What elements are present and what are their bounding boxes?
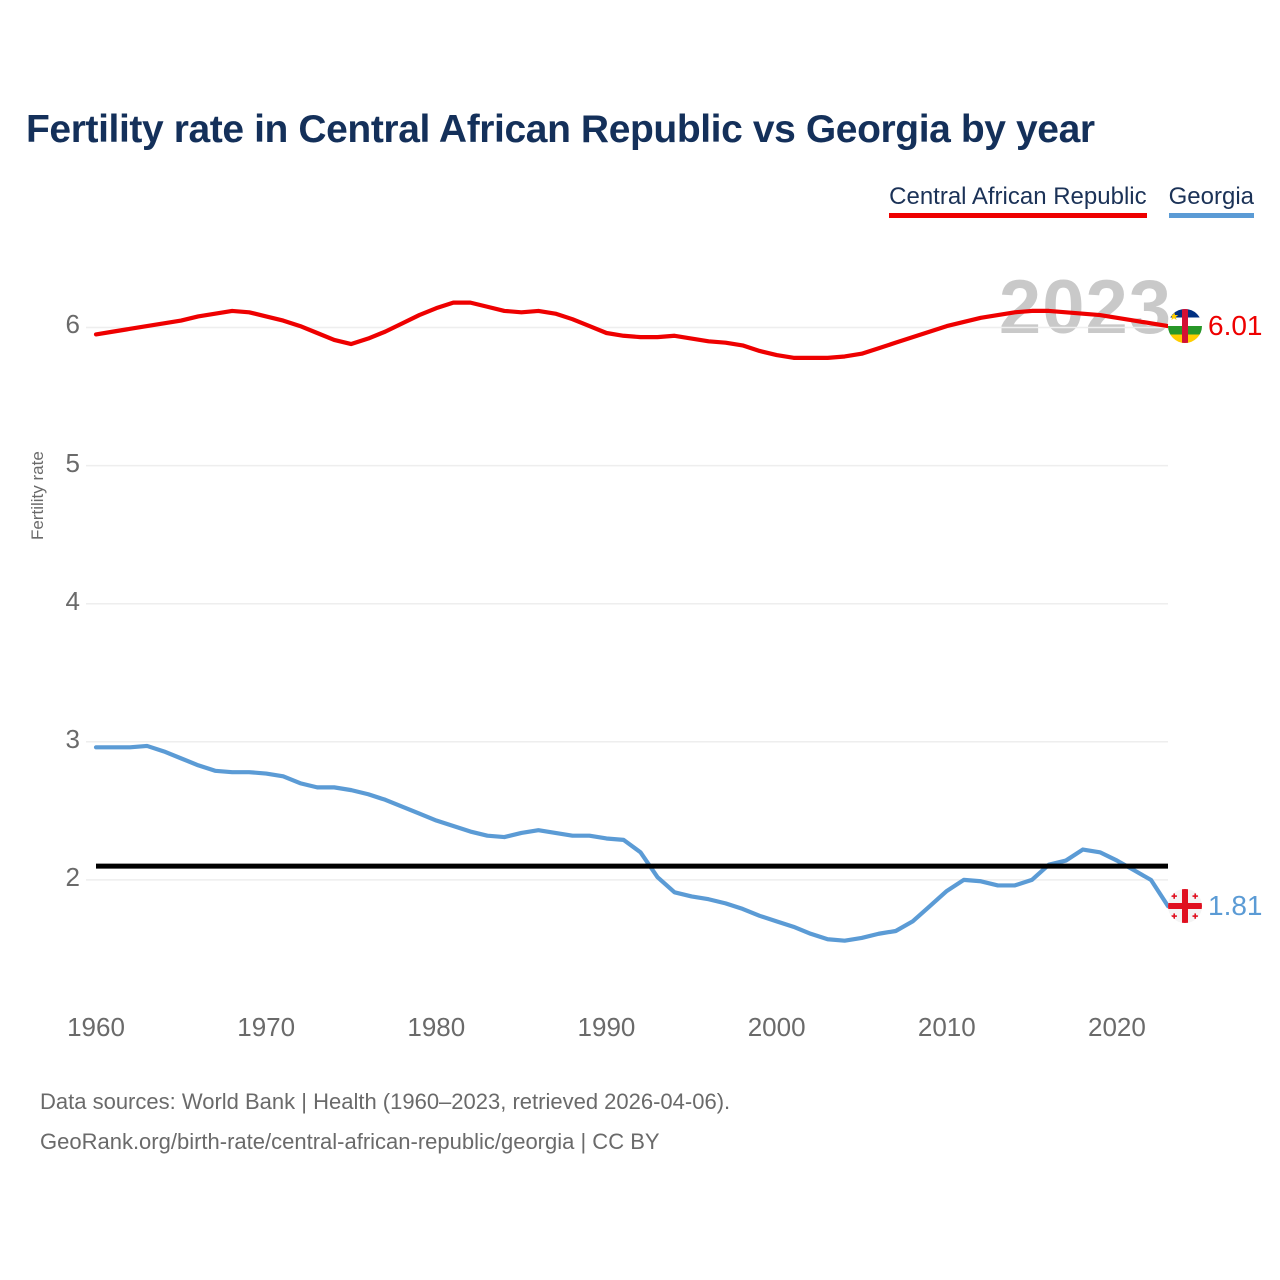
x-axis-tick-label: 1980 (407, 1012, 466, 1042)
legend-rule-georgia (1168, 213, 1254, 218)
georgia-flag (1168, 889, 1202, 924)
central-african-republic-flag (1168, 309, 1202, 344)
y-axis-tick-label: 3 (65, 723, 80, 754)
x-axis-tick-label: 1970 (237, 1012, 296, 1042)
footer-line-attribution: GeoRank.org/birth-rate/central-african-r… (40, 1129, 660, 1154)
x-axis-tick-label: 2020 (1088, 1012, 1146, 1042)
georgia-endpoint-value: 1.81 (1208, 890, 1263, 922)
x-axis-tick-label: 1960 (67, 1012, 125, 1042)
gridlines (86, 326, 1168, 881)
legend-item-georgia[interactable]: Georgia (1168, 183, 1254, 218)
x-axis-tick-label: 1990 (577, 1012, 636, 1042)
footer: Data sources: World Bank | Health (1960–… (40, 1082, 730, 1162)
x-axis-tick-label: 2010 (917, 1012, 976, 1042)
chart-legend: Central African Republic Georgia (889, 183, 1254, 218)
x-axis-tick-label: 2000 (747, 1012, 806, 1042)
y-axis-tick-label: 6 (65, 309, 80, 340)
car-endpoint-value: 6.01 (1208, 310, 1263, 342)
footer-line-sources: Data sources: World Bank | Health (1960–… (40, 1089, 731, 1114)
legend-label-georgia: Georgia (1168, 183, 1254, 210)
series-line-central-african-republic (93, 300, 1171, 360)
car-endpoint: 6.01 (1168, 309, 1263, 344)
series-line-georgia (93, 743, 1171, 943)
chart-plot-area (86, 300, 1171, 943)
legend-label-central-african-republic: Central African Republic (889, 183, 1147, 210)
legend-item-central-african-republic[interactable]: Central African Republic (889, 183, 1147, 218)
y-axis-tick-label: 4 (65, 585, 80, 616)
y-axis-tick-label: 2 (65, 861, 80, 892)
y-axis-tick-label: 5 (65, 447, 80, 478)
page-title: Fertility rate in Central African Republ… (26, 108, 1095, 151)
legend-rule-central-african-republic (889, 213, 1147, 218)
georgia-endpoint: 1.81 (1168, 889, 1263, 924)
year-watermark: 2023 (998, 265, 1172, 350)
